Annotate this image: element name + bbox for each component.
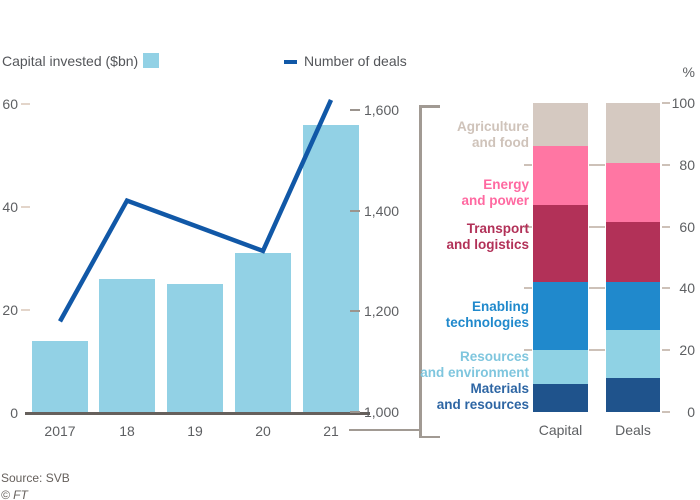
segment-capital bbox=[533, 204, 588, 283]
left-axis-tick bbox=[21, 103, 30, 105]
right-axis-tick-label: 1,400 bbox=[364, 202, 400, 219]
bracket-bottom-arm bbox=[419, 435, 440, 438]
left-axis-tick-label: 60 bbox=[2, 96, 18, 112]
right-axis-tick bbox=[350, 411, 360, 413]
stacked-right-tick bbox=[662, 287, 670, 290]
segment-deals bbox=[606, 330, 660, 378]
percent-axis-unit: % bbox=[682, 64, 695, 80]
column-label-deals: Deals bbox=[615, 422, 651, 438]
segment-deals bbox=[606, 103, 660, 164]
category-label-line: Energy bbox=[483, 177, 529, 192]
capital-bar-18 bbox=[99, 279, 155, 413]
right-axis-tick bbox=[350, 109, 360, 111]
category-label-line: Enabling bbox=[472, 299, 529, 314]
x-axis-label-2017: 2017 bbox=[44, 423, 76, 439]
stacked-middle-tick bbox=[589, 225, 605, 228]
stacked-axis-tick-label: 40 bbox=[679, 280, 695, 297]
x-axis-label-21: 21 bbox=[323, 423, 339, 439]
segment-capital bbox=[533, 103, 588, 147]
category-label-line: Materials bbox=[470, 381, 529, 396]
segment-deals bbox=[606, 221, 660, 283]
category-label-line: Agriculture bbox=[456, 119, 529, 134]
category-label: Energy and power bbox=[379, 177, 529, 209]
segment-deals bbox=[606, 163, 660, 222]
source-label: Source: SVB bbox=[1, 471, 70, 485]
segment-capital bbox=[533, 350, 588, 385]
left-axis-tick bbox=[21, 309, 30, 311]
stacked-middle-tick bbox=[589, 349, 605, 352]
left-axis-tick-label: 20 bbox=[2, 302, 18, 318]
ft-credit: © FT bbox=[1, 488, 28, 500]
stacked-axis-tick-label: 100 bbox=[671, 95, 695, 111]
capital-bar-19 bbox=[167, 284, 223, 413]
legend-deals-line-icon bbox=[284, 60, 297, 64]
capital-bar-21 bbox=[303, 124, 359, 413]
capital-bar-2017 bbox=[32, 340, 88, 413]
bracket-vertical-line bbox=[419, 105, 422, 438]
stacked-right-tick bbox=[662, 225, 670, 228]
category-label-line: technologies bbox=[445, 315, 529, 330]
stacked-left-tick bbox=[524, 163, 532, 166]
x-axis-label-19: 19 bbox=[187, 423, 203, 439]
category-label-line: Resources bbox=[459, 349, 529, 364]
x-axis-label-20: 20 bbox=[255, 423, 271, 439]
stacked-right-tick bbox=[662, 349, 670, 352]
segment-capital bbox=[533, 146, 588, 205]
left-axis-tick-label: 40 bbox=[2, 199, 18, 215]
category-label: Materials and resources bbox=[379, 381, 529, 413]
category-label: Resources and environment bbox=[379, 349, 529, 381]
category-label: Agriculture and food bbox=[379, 119, 529, 151]
x-axis-label-18: 18 bbox=[119, 423, 135, 439]
stacked-left-tick bbox=[524, 349, 532, 352]
bracket-connector-line bbox=[349, 429, 419, 431]
left-axis-tick bbox=[21, 206, 30, 208]
stacked-left-tick bbox=[524, 287, 532, 290]
right-axis-tick bbox=[350, 209, 360, 212]
legend-capital-swatch-icon bbox=[143, 53, 159, 68]
stacked-axis-tick-label: 80 bbox=[679, 156, 695, 173]
legend-deals-label: Number of deals bbox=[304, 53, 407, 69]
stacked-right-tick bbox=[662, 102, 670, 104]
stacked-middle-tick bbox=[589, 287, 605, 290]
category-label-line: and environment bbox=[420, 365, 529, 380]
category-label-line: and resources bbox=[436, 397, 529, 412]
category-label: Enabling technologies bbox=[379, 299, 529, 331]
segment-capital bbox=[533, 384, 588, 412]
column-label-capital: Capital bbox=[538, 422, 583, 438]
stacked-axis-tick-label: 60 bbox=[679, 218, 695, 235]
category-label-line: and food bbox=[472, 135, 529, 150]
right-axis-tick-label: 1,000 bbox=[364, 404, 400, 420]
right-axis-tick bbox=[350, 310, 360, 313]
stacked-left-tick bbox=[524, 225, 532, 228]
stacked-right-tick bbox=[662, 411, 670, 413]
category-label-line: and logistics bbox=[446, 237, 529, 252]
category-label: Transport and logistics bbox=[379, 221, 529, 253]
number-of-deals-line bbox=[58, 99, 334, 323]
stacked-axis-tick-label: 0 bbox=[687, 404, 695, 420]
segment-deals bbox=[606, 378, 660, 412]
category-label-line: and power bbox=[461, 193, 529, 208]
legend-capital-label: Capital invested ($bn) bbox=[2, 53, 139, 69]
capital-bar-20 bbox=[235, 253, 291, 413]
x-axis-baseline bbox=[25, 412, 370, 415]
segment-deals bbox=[606, 282, 660, 331]
bracket-top-arm bbox=[419, 105, 440, 108]
right-axis-tick-label: 1,200 bbox=[364, 303, 400, 320]
stacked-axis-tick-label: 20 bbox=[679, 342, 695, 359]
category-label-line: Transport bbox=[466, 221, 529, 236]
stacked-right-tick bbox=[662, 163, 670, 166]
segment-capital bbox=[533, 282, 588, 351]
left-axis-tick-label: 0 bbox=[10, 405, 18, 421]
stacked-middle-tick bbox=[589, 163, 605, 166]
right-axis-tick-label: 1,600 bbox=[364, 102, 400, 118]
